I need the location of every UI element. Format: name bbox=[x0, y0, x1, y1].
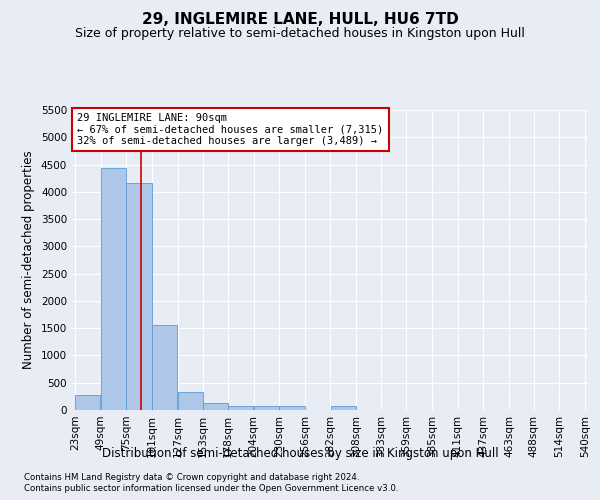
Text: 29 INGLEMIRE LANE: 90sqm
← 67% of semi-detached houses are smaller (7,315)
32% o: 29 INGLEMIRE LANE: 90sqm ← 67% of semi-d… bbox=[77, 113, 383, 146]
Text: 29, INGLEMIRE LANE, HULL, HU6 7TD: 29, INGLEMIRE LANE, HULL, HU6 7TD bbox=[142, 12, 458, 28]
Y-axis label: Number of semi-detached properties: Number of semi-detached properties bbox=[22, 150, 35, 370]
Bar bbox=[331, 406, 356, 410]
Bar bbox=[178, 392, 203, 410]
Bar bbox=[280, 406, 305, 410]
Bar bbox=[254, 406, 279, 410]
Text: Size of property relative to semi-detached houses in Kingston upon Hull: Size of property relative to semi-detach… bbox=[75, 28, 525, 40]
Bar bbox=[228, 406, 253, 410]
Bar bbox=[203, 404, 228, 410]
Text: Distribution of semi-detached houses by size in Kingston upon Hull: Distribution of semi-detached houses by … bbox=[101, 448, 499, 460]
Text: Contains HM Land Registry data © Crown copyright and database right 2024.: Contains HM Land Registry data © Crown c… bbox=[24, 472, 359, 482]
Text: Contains public sector information licensed under the Open Government Licence v3: Contains public sector information licen… bbox=[24, 484, 398, 493]
Bar bbox=[127, 183, 152, 410]
Bar bbox=[75, 394, 100, 410]
Bar bbox=[101, 168, 126, 410]
Bar bbox=[152, 325, 178, 410]
